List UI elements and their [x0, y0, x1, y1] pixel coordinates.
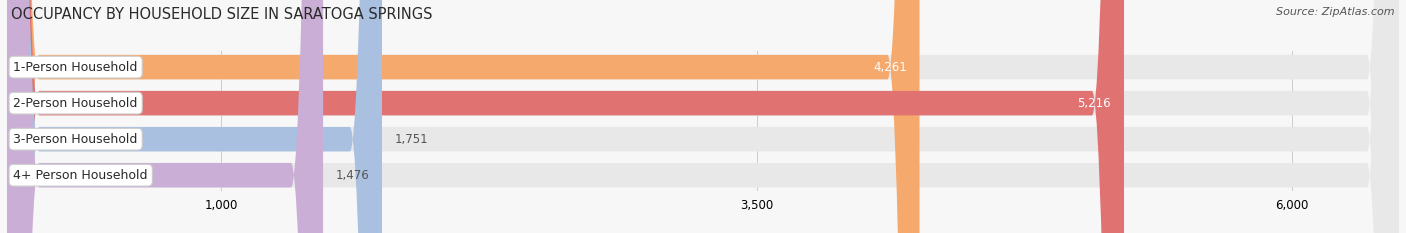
Text: 1,751: 1,751 [395, 133, 429, 146]
FancyBboxPatch shape [7, 0, 1123, 233]
Text: 4+ Person Household: 4+ Person Household [14, 169, 148, 182]
Text: OCCUPANCY BY HOUSEHOLD SIZE IN SARATOGA SPRINGS: OCCUPANCY BY HOUSEHOLD SIZE IN SARATOGA … [11, 7, 433, 22]
Text: 1-Person Household: 1-Person Household [14, 61, 138, 74]
Text: 1,476: 1,476 [336, 169, 370, 182]
FancyBboxPatch shape [7, 0, 1399, 233]
FancyBboxPatch shape [7, 0, 382, 233]
Text: 2-Person Household: 2-Person Household [14, 97, 138, 110]
Text: Source: ZipAtlas.com: Source: ZipAtlas.com [1277, 7, 1395, 17]
FancyBboxPatch shape [7, 0, 1399, 233]
Text: 3-Person Household: 3-Person Household [14, 133, 138, 146]
Text: 4,261: 4,261 [873, 61, 907, 74]
FancyBboxPatch shape [7, 0, 1399, 233]
Text: 5,216: 5,216 [1077, 97, 1111, 110]
FancyBboxPatch shape [7, 0, 323, 233]
FancyBboxPatch shape [7, 0, 920, 233]
FancyBboxPatch shape [7, 0, 1399, 233]
